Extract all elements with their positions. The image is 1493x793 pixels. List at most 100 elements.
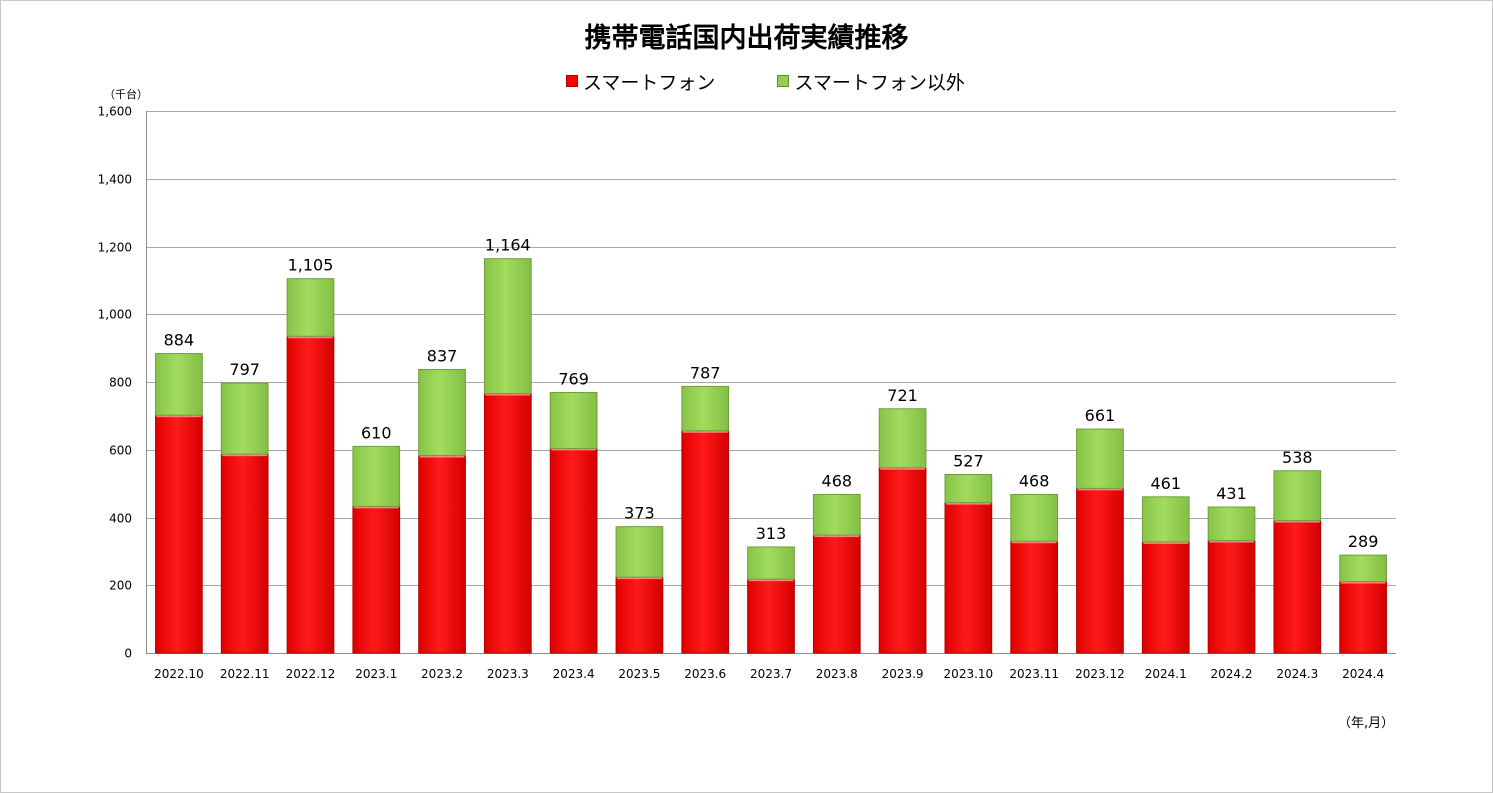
total-data-label: 1,105 (288, 256, 334, 275)
legend-label-smartphone: スマートフォン (583, 71, 716, 94)
bar-segment-smartphone (1076, 487, 1124, 654)
total-data-label: 461 (1150, 474, 1181, 493)
legend-swatch-smartphone (566, 75, 578, 87)
bar-segment-smartphone (1141, 541, 1190, 654)
bar-segment-smartphone (1207, 540, 1256, 654)
bar-segment-non-smartphone (1273, 470, 1322, 522)
x-tick-label: 2024.1 (1145, 667, 1187, 681)
x-axis-unit: （年,月） (1338, 716, 1395, 731)
y-tick-label: 1,200 (98, 241, 132, 255)
bar-segment-non-smartphone (483, 258, 532, 395)
bar-segment-smartphone (418, 455, 466, 654)
bar-segment-highlight (617, 577, 662, 580)
x-tick-label: 2023.5 (618, 667, 660, 681)
bar-segment-highlight (551, 448, 596, 451)
bar-segment-non-smartphone (747, 546, 795, 580)
bar-segment-highlight (288, 336, 333, 339)
chart-title: 携帯電話国内出荷実績推移 (584, 23, 909, 54)
total-data-label: 721 (887, 386, 918, 405)
total-data-label: 468 (822, 471, 853, 490)
legend-label-non-smartphone: スマートフォン以外 (794, 71, 965, 94)
bar-segment-highlight (419, 455, 465, 458)
bar-segment-smartphone (615, 576, 664, 654)
bar-segment-non-smartphone (1207, 506, 1256, 542)
bar-segment-non-smartphone (615, 526, 664, 578)
y-tick-label: 800 (109, 376, 132, 390)
legend-swatch-non-smartphone (777, 75, 790, 87)
x-tick-label: 2023.11 (1009, 667, 1059, 681)
bar-segment-highlight (1011, 541, 1057, 544)
x-tick-label: 2023.3 (487, 667, 529, 681)
x-tick-label: 2023.1 (355, 667, 397, 681)
bar-segment-non-smartphone (878, 408, 927, 469)
x-tick-label: 2024.4 (1342, 667, 1384, 681)
total-data-label: 797 (229, 360, 260, 379)
x-tick-label: 2023.12 (1075, 667, 1125, 681)
bar-segment-non-smartphone (418, 368, 466, 457)
bar-segment-non-smartphone (1010, 493, 1059, 542)
total-data-label: 538 (1282, 448, 1313, 467)
x-tick-label: 2022.11 (220, 667, 270, 681)
bar-segment-highlight (748, 579, 794, 582)
y-tick-label: 400 (109, 512, 132, 526)
bar-segment-smartphone (1339, 581, 1387, 654)
bar-segment-smartphone (549, 447, 598, 654)
bar-segment-smartphone (220, 453, 269, 654)
total-data-label: 610 (361, 423, 392, 442)
x-tick-label: 2024.2 (1211, 667, 1253, 681)
bar-segment-highlight (1143, 541, 1189, 544)
bar-segment-highlight (814, 535, 860, 538)
legend-item-smartphone: スマートフォン (566, 68, 715, 95)
bar-segment-non-smartphone (155, 353, 203, 416)
bar-segment-highlight (682, 430, 728, 433)
bar-segment-non-smartphone (549, 392, 598, 449)
bar-segment-highlight (353, 506, 399, 509)
bar-segment-highlight (1209, 540, 1254, 543)
bar-segment-highlight (946, 502, 991, 505)
y-tick-label: 1,000 (98, 308, 132, 322)
x-tick-label: 2024.3 (1276, 667, 1318, 681)
y-tick-label: 1,600 (98, 105, 132, 119)
x-tick-label: 2023.4 (553, 667, 595, 681)
y-tick-label: 200 (109, 579, 132, 593)
total-data-label: 468 (1019, 471, 1050, 490)
total-data-label: 1,164 (485, 236, 531, 255)
legend-item-non-smartphone: スマートフォン以外 (777, 68, 965, 95)
total-data-label: 661 (1085, 406, 1116, 425)
bar-segment-smartphone (1010, 540, 1059, 654)
total-data-label: 769 (558, 370, 589, 389)
bar-segment-smartphone (352, 505, 401, 654)
bar-segment-highlight (1274, 520, 1320, 523)
total-data-label: 787 (690, 363, 721, 382)
total-data-label: 289 (1348, 532, 1379, 551)
bar-segment-smartphone (483, 393, 532, 654)
y-tick-label: 600 (109, 444, 132, 458)
bar-segment-non-smartphone (286, 278, 335, 337)
y-axis-unit: （千台） (104, 88, 148, 101)
total-data-label: 313 (756, 524, 787, 543)
x-tick-label: 2023.8 (816, 667, 858, 681)
bar-segment-highlight (880, 467, 925, 470)
bar-segment-smartphone (681, 430, 730, 654)
bar-segment-highlight (485, 393, 531, 396)
bar-segment-smartphone (155, 414, 203, 654)
x-tick-label: 2022.12 (286, 667, 336, 681)
y-tick-label: 1,400 (98, 173, 132, 187)
bar-segment-non-smartphone (220, 382, 269, 455)
total-data-label: 527 (953, 451, 984, 470)
total-data-label: 837 (427, 346, 458, 365)
bar-segment-highlight (156, 415, 202, 418)
y-tick-label: 0 (124, 647, 132, 661)
total-data-label: 373 (624, 504, 655, 523)
x-tick-label: 2023.6 (684, 667, 726, 681)
bar-segment-non-smartphone (1076, 428, 1124, 489)
bar-segment-smartphone (1273, 520, 1322, 654)
bar-segment-smartphone (878, 467, 927, 654)
bar-segment-non-smartphone (1141, 496, 1190, 543)
bar-segment-non-smartphone (944, 473, 993, 504)
bar-segment-smartphone (286, 335, 335, 654)
bar-segment-non-smartphone (812, 493, 861, 536)
x-tick-label: 2023.2 (421, 667, 463, 681)
bar-segment-highlight (1077, 488, 1123, 491)
